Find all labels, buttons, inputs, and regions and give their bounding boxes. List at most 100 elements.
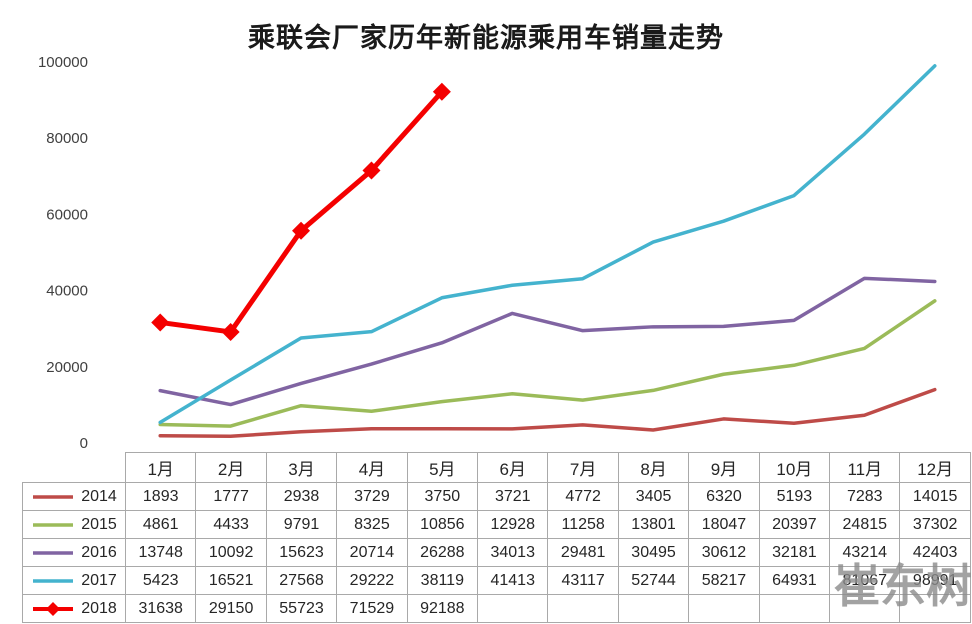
legend-diamond-icon bbox=[46, 601, 61, 616]
value-cell-2016-9月: 30612 bbox=[688, 538, 760, 567]
diamond-marker-2018 bbox=[221, 322, 240, 341]
value-cell-2015-1月: 4861 bbox=[124, 510, 197, 539]
legend-line-icon bbox=[33, 494, 74, 499]
legend-year-label: 2018 bbox=[81, 599, 117, 617]
table-row-2017: 2017 5423 16521 27568 29222 38119 41413 43117 52… bbox=[22, 566, 971, 595]
legend-cell-2016: 2016 bbox=[22, 538, 126, 567]
value-cell-2015-9月: 18047 bbox=[688, 510, 760, 539]
month-header-cell: 12月 bbox=[899, 452, 971, 483]
value-cell-2014-4月: 3729 bbox=[336, 482, 408, 511]
month-header-cell: 6月 bbox=[477, 452, 549, 483]
value-cell-2015-6月: 12928 bbox=[477, 510, 549, 539]
month-header-cell: 1月 bbox=[124, 452, 197, 483]
value-cell-2017-11月: 81067 bbox=[829, 566, 901, 595]
table-head: 1月 2月 3月 4月 5月 6月 7月 8月 9月 10月 11月 12月 bbox=[23, 452, 971, 483]
legend-year-label: 2017 bbox=[81, 571, 117, 589]
legend-cell-2015: 2015 bbox=[22, 510, 126, 539]
value-cell-2014-3月: 2938 bbox=[265, 482, 338, 511]
month-header-cell: 7月 bbox=[547, 452, 619, 483]
value-cell-2017-1月: 5423 bbox=[124, 566, 197, 595]
month-header-cell: 10月 bbox=[758, 452, 831, 483]
legend-line-icon bbox=[33, 522, 74, 527]
value-cell-2017-6月: 41413 bbox=[477, 566, 549, 595]
value-cell-2017-3月: 27568 bbox=[265, 566, 338, 595]
table-row-2018: 2018 31638 29150 55723 71529 92188 bbox=[22, 594, 971, 623]
value-cell-2016-1月: 13748 bbox=[124, 538, 197, 567]
value-cell-2016-6月: 34013 bbox=[477, 538, 549, 567]
month-header-cell: 11月 bbox=[829, 452, 901, 483]
value-cell-2014-7月: 4772 bbox=[547, 482, 619, 511]
legend-inner: 2014 bbox=[24, 487, 125, 506]
month-header-cell: 2月 bbox=[195, 452, 267, 483]
value-cell-2018-1月: 31638 bbox=[124, 594, 197, 623]
legend-inner: 2018 bbox=[24, 599, 125, 618]
value-cell-2015-5月: 10856 bbox=[406, 510, 479, 539]
legend-line-icon bbox=[33, 578, 74, 583]
month-header-cell: 9月 bbox=[688, 452, 760, 483]
series-line-2014 bbox=[158, 387, 937, 438]
value-cell-2015-4月: 8325 bbox=[336, 510, 408, 539]
value-cell-2015-10月: 20397 bbox=[758, 510, 831, 539]
value-cell-2014-9月: 6320 bbox=[688, 482, 760, 511]
value-cell-2018-8月 bbox=[617, 594, 690, 623]
value-cell-2016-5月: 26288 bbox=[406, 538, 479, 567]
value-cell-2016-10月: 32181 bbox=[758, 538, 831, 567]
series-line-2016 bbox=[158, 276, 937, 407]
value-cell-2017-4月: 29222 bbox=[336, 566, 408, 595]
value-cell-2016-7月: 29481 bbox=[547, 538, 619, 567]
value-cell-2017-5月: 38119 bbox=[406, 566, 479, 595]
value-cell-2015-8月: 13801 bbox=[617, 510, 690, 539]
month-header-cell: 4月 bbox=[336, 452, 408, 483]
value-cell-2016-8月: 30495 bbox=[617, 538, 690, 567]
value-cell-2014-8月: 3405 bbox=[617, 482, 690, 511]
table-corner-cell bbox=[23, 453, 126, 483]
value-cell-2016-11月: 43214 bbox=[829, 538, 901, 567]
legend-inner: 2015 bbox=[24, 515, 125, 534]
value-cell-2018-11月 bbox=[829, 594, 901, 623]
value-cell-2018-6月 bbox=[477, 594, 549, 623]
table-row-2014: 2014 1893 1777 2938 3729 3750 3721 4772 3405 6320… bbox=[22, 482, 971, 511]
y-axis-tick-label: 20000 bbox=[46, 359, 88, 376]
legend-inner: 2017 bbox=[24, 571, 125, 590]
month-header-cell: 3月 bbox=[265, 452, 338, 483]
value-cell-2018-3月: 55723 bbox=[265, 594, 338, 623]
value-cell-2015-11月: 24815 bbox=[829, 510, 901, 539]
diamond-marker-2018 bbox=[362, 161, 381, 180]
legend-inner: 2016 bbox=[24, 543, 125, 562]
value-cell-2014-5月: 3750 bbox=[406, 482, 479, 511]
value-cell-2015-7月: 11258 bbox=[547, 510, 619, 539]
value-cell-2015-3月: 9791 bbox=[265, 510, 338, 539]
table-row-2016: 2016 13748 10092 15623 20714 26288 34013 29481 3… bbox=[22, 538, 971, 567]
value-cell-2018-4月: 71529 bbox=[336, 594, 408, 623]
y-axis-tick-label: 100000 bbox=[38, 54, 88, 71]
y-axis-tick-label: 60000 bbox=[46, 206, 88, 223]
legend-year-label: 2015 bbox=[81, 515, 117, 533]
value-cell-2015-12月: 37302 bbox=[899, 510, 971, 539]
value-cell-2018-7月 bbox=[547, 594, 619, 623]
value-cell-2017-9月: 58217 bbox=[688, 566, 760, 595]
diamond-marker-2018 bbox=[292, 221, 311, 240]
legend-line-icon bbox=[33, 550, 74, 555]
legend-year-label: 2014 bbox=[81, 487, 117, 505]
month-header-cell: 5月 bbox=[406, 452, 479, 483]
series-line-2017 bbox=[158, 64, 937, 425]
legend-cell-2018: 2018 bbox=[22, 594, 126, 623]
legend-year-label: 2016 bbox=[81, 543, 117, 561]
y-axis-tick-label: 40000 bbox=[46, 283, 88, 300]
value-cell-2017-10月: 64931 bbox=[758, 566, 831, 595]
legend-line-icon bbox=[33, 601, 74, 616]
table-header-row: 1月 2月 3月 4月 5月 6月 7月 8月 9月 10月 11月 12月 bbox=[23, 452, 971, 483]
value-cell-2014-1月: 1893 bbox=[124, 482, 197, 511]
value-cell-2014-2月: 1777 bbox=[195, 482, 267, 511]
value-cell-2017-2月: 16521 bbox=[195, 566, 267, 595]
y-axis-tick-label: 80000 bbox=[46, 130, 88, 147]
value-cell-2015-2月: 4433 bbox=[195, 510, 267, 539]
series-line-2018 bbox=[157, 89, 445, 335]
value-cell-2016-2月: 10092 bbox=[195, 538, 267, 567]
value-cell-2014-11月: 7283 bbox=[829, 482, 901, 511]
value-cell-2016-3月: 15623 bbox=[265, 538, 338, 567]
value-cell-2018-9月 bbox=[688, 594, 760, 623]
data-table: 1月 2月 3月 4月 5月 6月 7月 8月 9月 10月 11月 12月 2014 1893 1777… bbox=[22, 452, 971, 623]
value-cell-2018-2月: 29150 bbox=[195, 594, 267, 623]
